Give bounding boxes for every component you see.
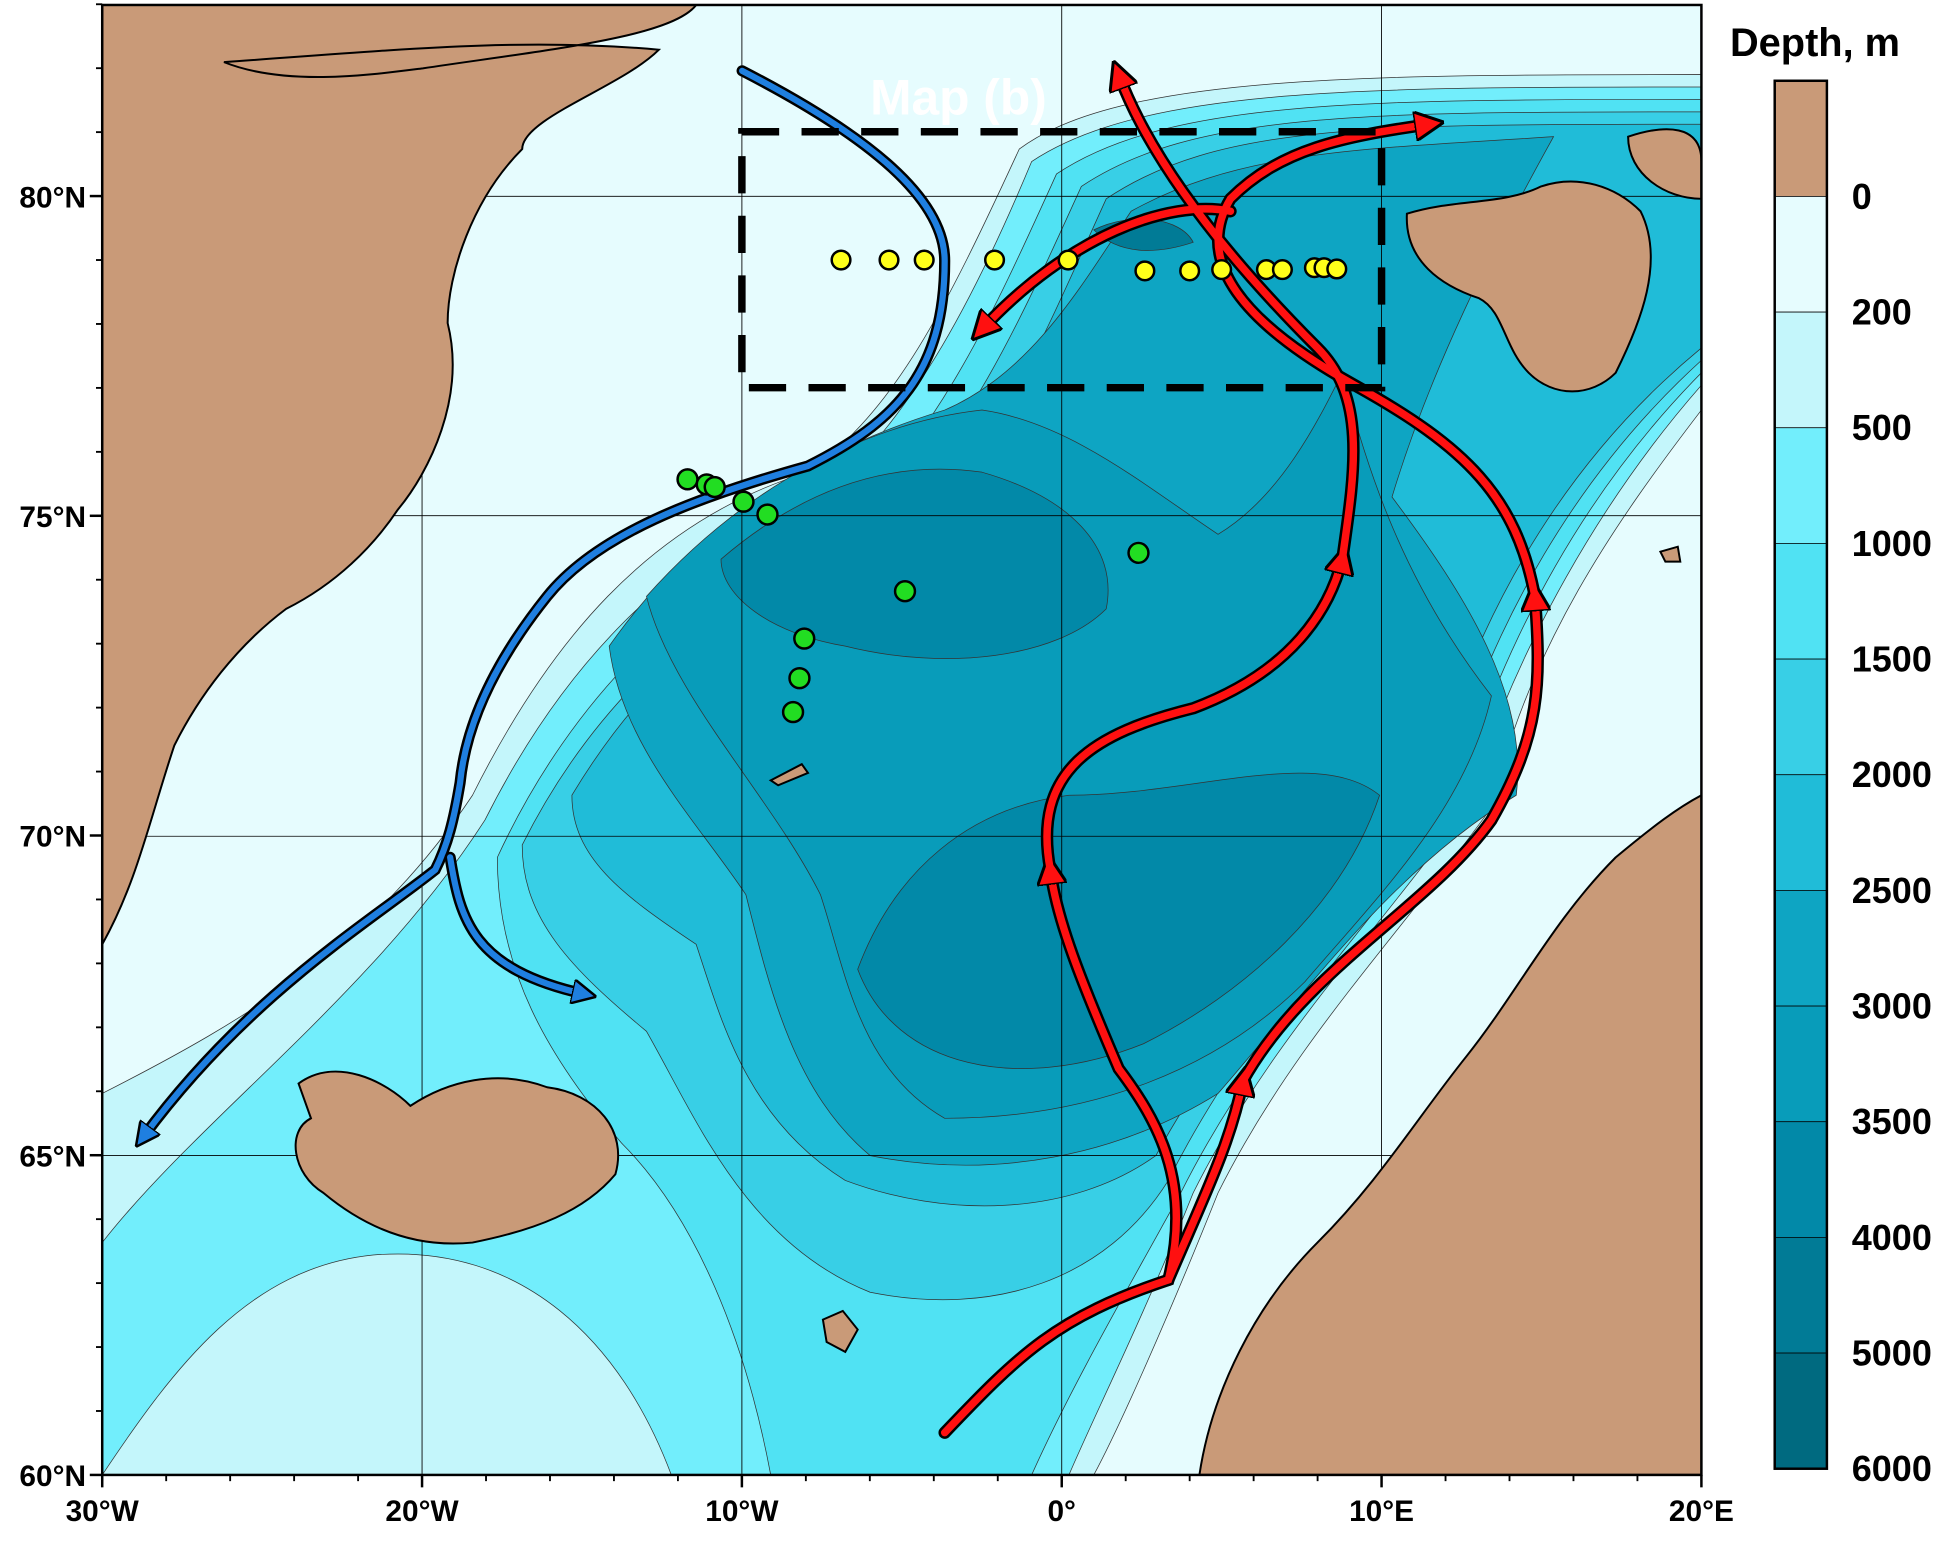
colorbar-level-label: 1000: [1852, 523, 1932, 564]
colorbar-swatch: [1774, 658, 1828, 776]
colorbar-level-label: 0: [1852, 176, 1872, 217]
map-area: Map (b): [102, 4, 1702, 1475]
east-icelandic-current: [447, 854, 584, 994]
y-tick-label: 65°N: [19, 1140, 86, 1173]
yellow-station-marker: [1326, 258, 1348, 280]
y-tick-label: 80°N: [19, 181, 86, 214]
green-station-marker: [756, 503, 779, 526]
colorbar-swatch: [1774, 543, 1828, 660]
jan-mayen-land: [768, 762, 810, 787]
norwegian-atlantic-current-west: [940, 870, 1181, 1437]
colorbar-swatch: [1774, 774, 1828, 891]
map-frame: [100, 3, 1703, 1477]
colorbar-swatch: [1774, 1237, 1828, 1354]
green-station-marker: [1127, 541, 1150, 565]
x-tick-label: 20°E: [1669, 1495, 1734, 1528]
y-tick-label: 70°N: [19, 821, 86, 854]
yellow-station-marker: [1057, 249, 1079, 271]
stations: [676, 249, 1348, 724]
colorbar-swatch: [1774, 196, 1828, 313]
colorbar-title: Depth, m: [1730, 21, 1900, 65]
yellow-station-marker: [913, 249, 935, 271]
colorbar-level-label: 2000: [1852, 754, 1932, 795]
green-station-marker: [893, 580, 917, 603]
colorbar-level-label: 200: [1852, 292, 1912, 333]
norwegian-atlantic-current-mid: [1043, 559, 1342, 874]
colorbar-level-label: 500: [1852, 407, 1912, 448]
colorbar-swatch: [1774, 80, 1828, 197]
x-tick-label: 10°E: [1349, 1495, 1414, 1528]
depth-colorbar: Depth, m 0 200 500 1000 1500 2000 2500 3000 3500…: [1730, 21, 1932, 1489]
return-atlantic-current: [982, 205, 1235, 329]
yellow-station-marker: [1271, 259, 1293, 281]
map-b-label: Map (b): [870, 69, 1047, 125]
east-greenland-current: [143, 67, 948, 1137]
cold-currents: [143, 65, 951, 1137]
yellow-station-marker: [1134, 260, 1156, 282]
greenland-land: [102, 4, 698, 947]
x-tick-label: 0°: [1047, 1495, 1076, 1528]
nordaustlandet-land: [1627, 128, 1702, 200]
colorbar-level-label: 5000: [1852, 1332, 1932, 1373]
colorbar-swatch: [1774, 890, 1828, 1007]
colorbar-swatch: [1774, 1121, 1828, 1238]
yellow-station-marker: [1179, 260, 1201, 282]
green-station-marker: [781, 700, 805, 724]
depth-3500-4000-norway: [857, 772, 1381, 1069]
yellow-station-marker: [984, 249, 1006, 271]
yellow-station-marker: [1211, 259, 1233, 281]
colorbar-frame: [1773, 79, 1829, 1470]
colorbar-level-label: 3000: [1852, 985, 1932, 1026]
green-station-marker: [676, 468, 699, 491]
bear-island-land: [1658, 545, 1682, 563]
green-station-marker: [793, 627, 816, 650]
west-spitsbergen-current-a: [1119, 75, 1358, 563]
x-tick-label: 30°W: [66, 1495, 140, 1528]
norwegian-atlantic-current-east-b: [1239, 596, 1538, 1085]
y-tick-label: 75°N: [19, 501, 86, 534]
green-station-marker: [732, 490, 755, 513]
faroe-land: [821, 1309, 859, 1354]
x-tick-label: 10°W: [705, 1495, 779, 1528]
x-tick-label: 20°W: [385, 1495, 459, 1528]
colorbar-level-label: 3500: [1852, 1101, 1932, 1142]
colorbar-level-label: 4000: [1852, 1217, 1932, 1258]
yellow-station-marker: [878, 249, 900, 271]
svalbard-land: [1405, 180, 1652, 393]
colorbar-level-label: 2500: [1852, 870, 1932, 911]
colorbar-level-label: 1500: [1852, 639, 1932, 680]
colorbar-swatch: [1774, 1352, 1828, 1470]
axes: 30°W 20°W 10°W 0° 10°E 20°E 60°N 65°N 70°N 75°N 80…: [19, 3, 1734, 1528]
yellow-station-marker: [830, 249, 852, 271]
colorbar-level-label: 6000: [1852, 1448, 1932, 1489]
colorbar-swatch: [1774, 427, 1828, 544]
iceland-land: [294, 1070, 620, 1245]
map-b-inset-box: [738, 127, 1386, 392]
green-station-marker: [788, 667, 811, 690]
warm-currents: [938, 75, 1539, 1439]
y-tick-label: 60°N: [19, 1460, 86, 1493]
norwegian-atlantic-current-east-a: [1164, 1081, 1243, 1284]
norway-land: [1198, 794, 1702, 1475]
colorbar-swatch: [1774, 1005, 1828, 1123]
west-spitsbergen-current-b: [1214, 124, 1539, 601]
colorbar-swatch: [1774, 311, 1828, 429]
green-station-marker: [703, 475, 726, 499]
